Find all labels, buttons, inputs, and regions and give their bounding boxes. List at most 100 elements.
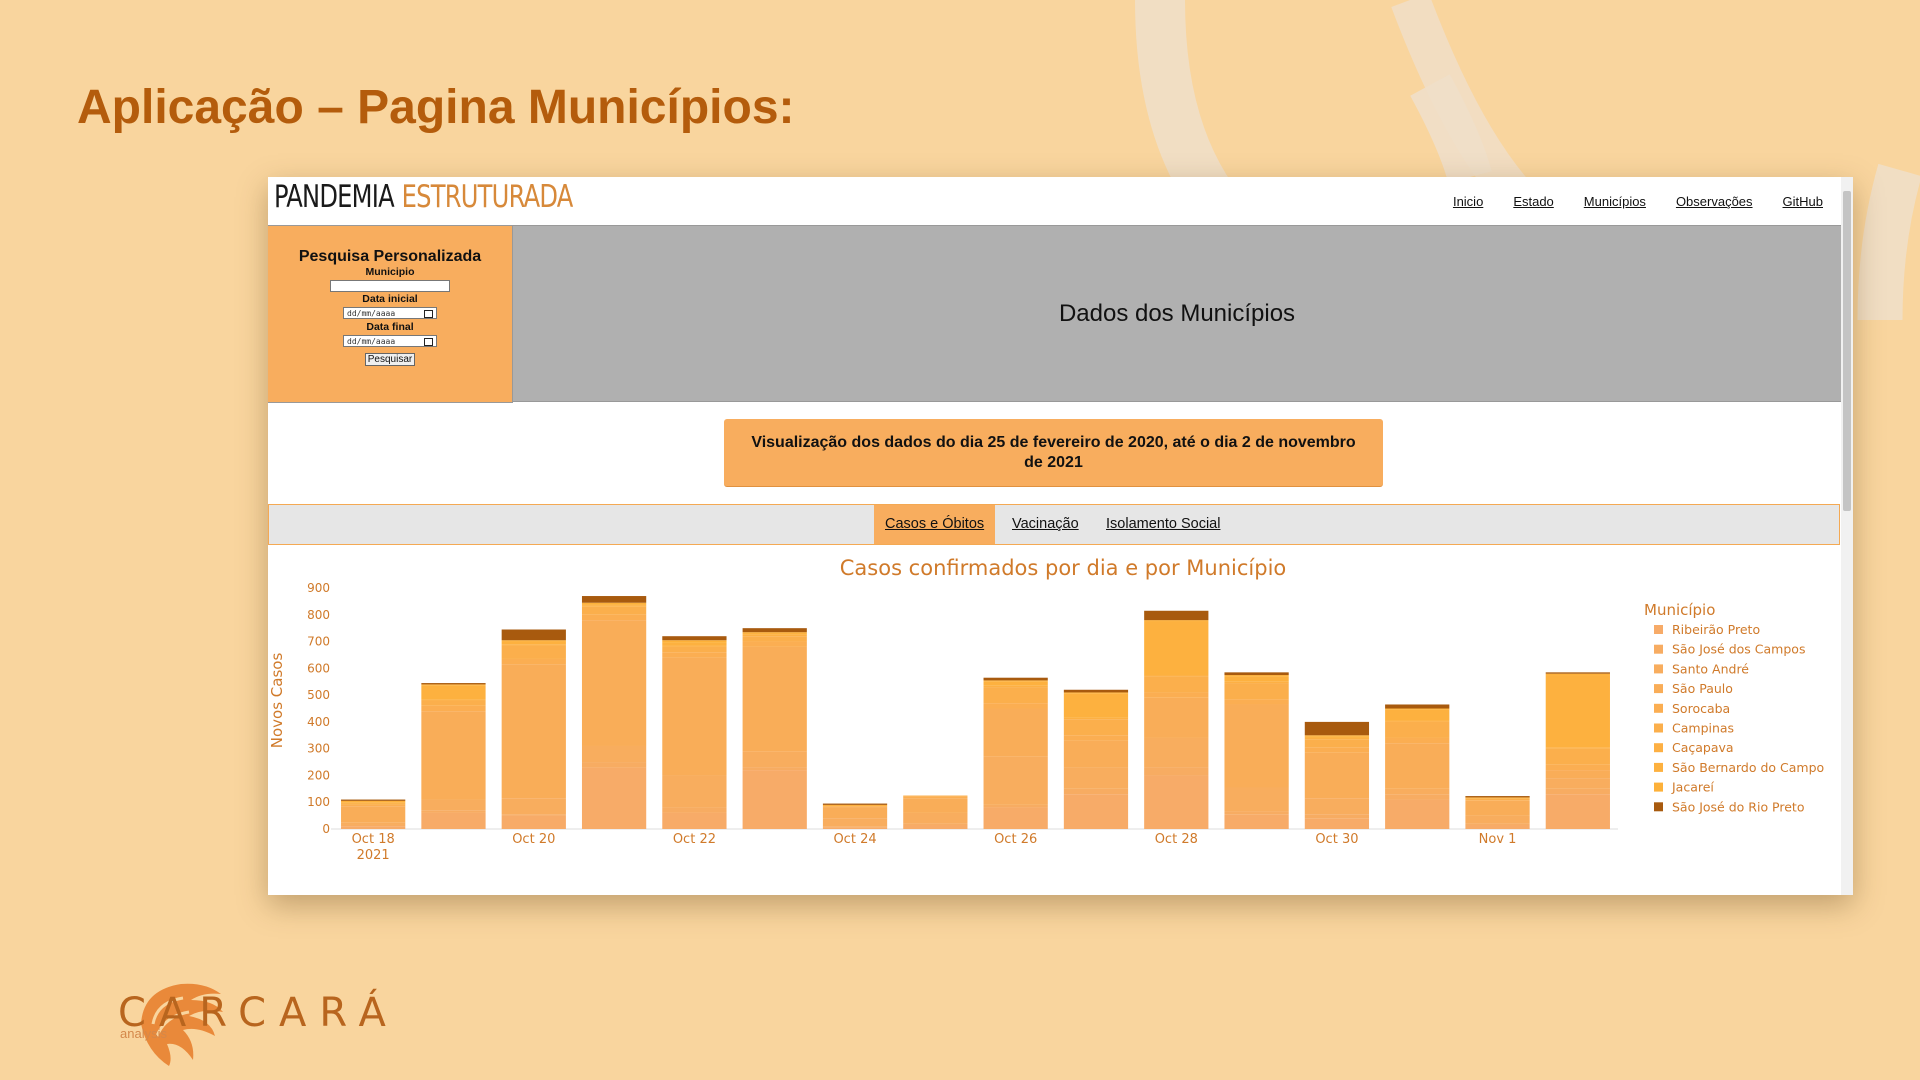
y-tick-label: 600: [307, 661, 330, 675]
bar-segment: [1224, 675, 1289, 677]
data-inicial-input[interactable]: dd/mm/aaaa: [343, 307, 437, 319]
nav-estado[interactable]: Estado: [1513, 194, 1554, 209]
legend-swatch: [1654, 625, 1663, 634]
bar-segment: [983, 685, 1048, 688]
legend-title: Município: [1644, 601, 1715, 619]
bar-segment: [1063, 767, 1129, 789]
bar-segment: [1304, 735, 1370, 737]
bar-segment: [1304, 747, 1370, 753]
y-tick-label: 400: [307, 715, 330, 729]
bar-segment: [1385, 794, 1450, 800]
legend-swatch: [1654, 762, 1663, 772]
y-tick-label: 700: [307, 635, 330, 649]
bar-segment: [581, 602, 647, 605]
bar-segment: [1465, 800, 1530, 816]
scrollbar[interactable]: [1841, 177, 1853, 895]
bar-segment: [983, 807, 1048, 829]
nav-github[interactable]: GitHub: [1782, 194, 1823, 209]
y-tick-label: 500: [307, 688, 330, 702]
legend-swatch: [1654, 664, 1663, 674]
bar-segment: [421, 700, 486, 706]
bar-segment: [1224, 787, 1289, 812]
bar-segment: [1465, 824, 1530, 829]
municipio-label: Municipio: [365, 266, 415, 278]
tab-isolamento-social[interactable]: Isolamento Social: [1106, 516, 1221, 532]
legend-entry: São José do Rio Preto: [1672, 799, 1804, 814]
pesquisar-button[interactable]: Pesquisar: [364, 353, 416, 366]
legend-swatch: [1654, 802, 1663, 812]
bar-segment: [1063, 717, 1129, 720]
bar-segment: [341, 824, 406, 827]
bar-segment: [581, 604, 647, 606]
browser-window: PANDEMIA ESTRUTURADA Inicio Estado Municí…: [268, 177, 1853, 895]
bar-segment: [1385, 799, 1450, 829]
municipio-input[interactable]: [330, 280, 450, 292]
bar-segment: [581, 767, 647, 829]
brand-dark: PANDEMIA: [274, 179, 395, 215]
bar-segment: [742, 751, 807, 768]
tab-bar: Casos e Óbitos Vacinação Isolamento Soci…: [268, 504, 1840, 545]
bar-segment: [421, 812, 486, 829]
bar-segment: [341, 802, 406, 804]
x-tick-label: Oct 20: [512, 832, 555, 847]
bar-segment: [662, 646, 727, 653]
bar-segment: [341, 806, 406, 823]
calendar-icon[interactable]: [424, 338, 433, 346]
bar-segment: [1545, 778, 1610, 789]
bar-segment: [1545, 764, 1610, 771]
bar-segment: [1144, 610, 1209, 621]
nav-municipios[interactable]: Municípios: [1583, 194, 1646, 209]
x-tick-label: Oct 28: [1155, 832, 1198, 847]
bar-segment: [581, 596, 647, 603]
tab-casos-obitos[interactable]: Casos e Óbitos: [874, 505, 996, 544]
bar-segment: [983, 680, 1048, 682]
x-tick-label: Oct 26: [994, 832, 1037, 847]
bar-segment: [1545, 672, 1610, 674]
nav-links: Inicio Estado Municípios Observações Git…: [1453, 194, 1823, 209]
bar-segment: [1385, 704, 1450, 709]
bar-segment: [421, 684, 486, 686]
legend-swatch: [1654, 723, 1663, 733]
bar-segment: [581, 620, 647, 746]
tab-vacinacao[interactable]: Vacinação: [1012, 516, 1079, 532]
bar-segment: [581, 606, 647, 615]
bar-segment: [421, 685, 486, 700]
bar-segment: [742, 632, 807, 634]
date-range-info: Visualização dos dados do dia 25 de feve…: [724, 419, 1383, 487]
legend-swatch: [1654, 782, 1663, 792]
calendar-icon[interactable]: [424, 310, 433, 318]
nav-observacoes[interactable]: Observações: [1675, 194, 1753, 209]
bar-segment: [1545, 747, 1610, 749]
data-final-input[interactable]: dd/mm/aaaa: [343, 335, 437, 347]
bar-segment: [1465, 823, 1530, 825]
legend-entry: São Paulo: [1672, 681, 1733, 696]
bar-segment: [1385, 737, 1450, 744]
bar-segment: [501, 815, 566, 829]
bar-segment: [903, 812, 968, 824]
bar-segment: [1304, 721, 1370, 736]
bar-segment: [341, 826, 406, 829]
bar-segment: [983, 804, 1048, 808]
legend-entry: Santo André: [1672, 661, 1749, 676]
bar-segment: [1063, 788, 1129, 795]
bar-segment: [501, 641, 566, 645]
y-tick-label: 100: [307, 795, 330, 809]
date-placeholder: dd/mm/aaaa: [347, 309, 396, 318]
bar-segment: [341, 799, 406, 801]
bar-segment: [1304, 739, 1370, 748]
bar-segment: [421, 810, 486, 813]
bar-segment: [1385, 708, 1450, 710]
brand-logo[interactable]: PANDEMIA ESTRUTURADA: [274, 179, 573, 215]
bar-segment: [742, 628, 807, 633]
bar-segment: [581, 745, 647, 763]
bar-segment: [1304, 736, 1370, 738]
nav-inicio[interactable]: Inicio: [1452, 194, 1484, 209]
bar-segment: [1224, 672, 1289, 676]
chart-title: Casos confirmados por dia e por Municípi…: [840, 556, 1287, 580]
scroll-thumb[interactable]: [1843, 191, 1851, 511]
bar-segment: [662, 640, 727, 643]
bar-segment: [983, 677, 1048, 681]
bar-segment: [581, 762, 647, 768]
bar-segment: [742, 641, 807, 647]
bar-segment: [341, 800, 406, 803]
